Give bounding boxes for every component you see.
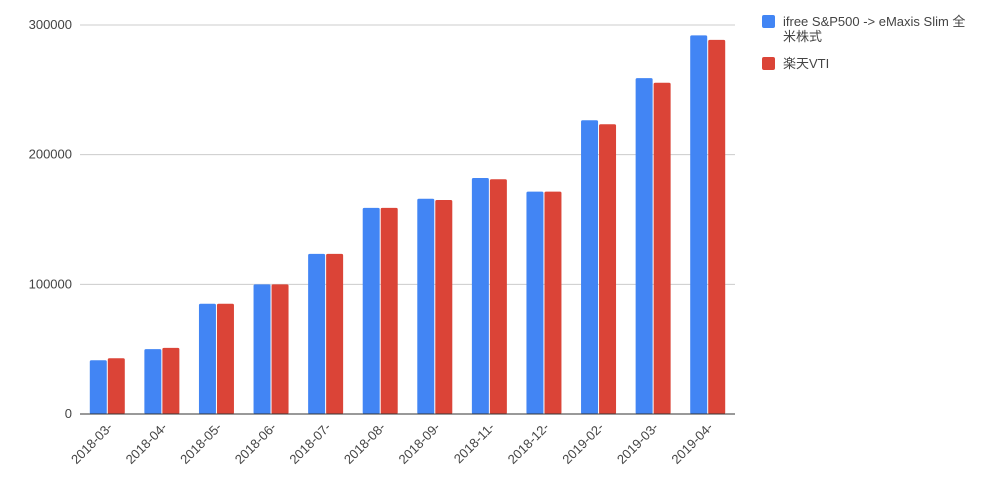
x-tick-label: 2018-05- xyxy=(177,420,224,467)
bar xyxy=(253,284,271,414)
bar xyxy=(198,303,216,414)
bar xyxy=(417,198,435,414)
legend-swatch xyxy=(762,57,775,70)
x-tick-label: 2018-03- xyxy=(68,420,115,467)
legend-label: ifree S&P500 -> eMaxis Slim 全米株式 xyxy=(783,14,966,44)
bar xyxy=(107,358,125,414)
bar xyxy=(216,303,234,414)
bar xyxy=(308,253,326,414)
bar xyxy=(489,179,507,414)
bar xyxy=(653,82,671,415)
x-tick-label: 2018-06- xyxy=(232,420,279,467)
bar xyxy=(271,284,289,414)
bar xyxy=(544,191,562,414)
x-tick-label: 2018-11- xyxy=(451,420,498,467)
bar xyxy=(635,78,653,414)
x-tick-label: 2018-08- xyxy=(341,420,388,467)
y-tick-label: 0 xyxy=(65,406,72,421)
bar xyxy=(89,360,107,414)
bar xyxy=(599,124,617,414)
x-tick-label: 2019-03- xyxy=(614,420,661,467)
bar xyxy=(471,178,489,414)
legend: ifree S&P500 -> eMaxis Slim 全米株式楽天VTI xyxy=(762,14,977,83)
bar xyxy=(526,191,544,414)
legend-item: ifree S&P500 -> eMaxis Slim 全米株式 xyxy=(762,14,977,44)
bar xyxy=(435,200,453,414)
bar xyxy=(708,39,726,414)
y-tick-label: 200000 xyxy=(29,147,72,162)
bar xyxy=(380,207,398,414)
x-tick-label: 2018-07- xyxy=(286,420,333,467)
x-tick-label: 2019-04- xyxy=(668,420,715,467)
bar xyxy=(162,347,180,414)
legend-item: 楽天VTI xyxy=(762,56,977,71)
x-tick-label: 2018-12- xyxy=(505,420,552,467)
bar xyxy=(144,349,162,414)
x-tick-label: 2018-04- xyxy=(123,420,170,467)
x-tick-label: 2019-02- xyxy=(559,420,606,467)
bar xyxy=(690,35,708,415)
bar xyxy=(581,120,599,415)
bar xyxy=(362,207,380,414)
bar xyxy=(326,253,344,414)
x-tick-label: 2018-09- xyxy=(396,420,443,467)
legend-label: 楽天VTI xyxy=(783,56,830,71)
y-tick-label: 100000 xyxy=(29,276,72,291)
y-tick-label: 300000 xyxy=(29,17,72,32)
legend-swatch xyxy=(762,15,775,28)
